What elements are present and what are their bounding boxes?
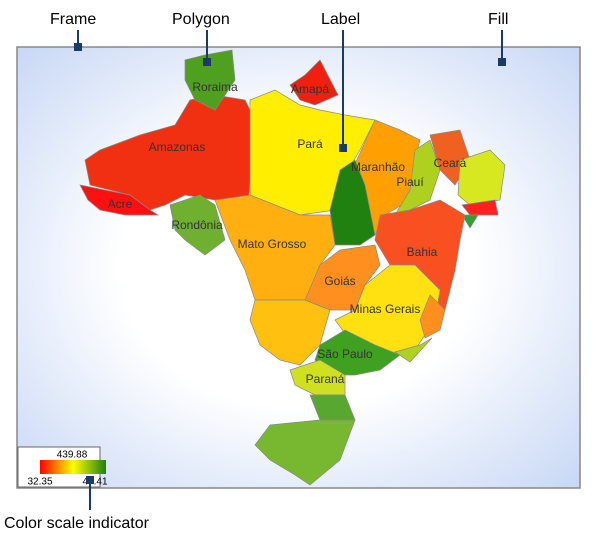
region-label: Amazonas [149,140,206,154]
region-label: Rondônia [171,218,223,232]
callout-text: Frame [50,11,96,28]
scale-label: 439.88 [57,450,88,461]
region-shape [169,194,226,256]
region-shape [419,294,446,339]
scale-bar [40,460,106,474]
region-shape [394,337,433,363]
region-shape [79,184,160,216]
callout-marker [498,58,506,66]
map [79,49,506,486]
region-shape [254,419,356,486]
scale-label: 32.35 [27,477,52,488]
callout-text: Polygon [172,11,230,28]
callouts [74,30,506,510]
region-label: Roraima [192,80,238,94]
region-label: Paraná [306,372,345,386]
callout-text: Label [321,11,360,28]
region-label: Pará [297,137,323,151]
region-shape [461,199,499,216]
callout-marker [203,58,211,66]
callout-text: Color scale indicator [4,515,150,532]
region-label: Acre [108,197,133,211]
region-shape [374,199,466,311]
color-scale: 439.88 32.35 47.41 [17,446,108,488]
region-shape [457,149,506,206]
callout-marker [74,43,82,51]
region-label: Piauí [396,175,424,189]
region-label: Maranhão [351,160,405,174]
region-shape [184,49,236,111]
region-label: São Paulo [317,347,373,361]
region-label: Minas Gerais [350,302,421,316]
region-shape [249,299,331,366]
callout-text: Fill [488,11,508,28]
region-label: Mato Grosso [238,237,307,251]
region-label: Ceará [434,156,467,170]
region-label: Amapá [291,82,329,96]
region-labels: Roraima Amapá Amazonas Pará Maranhão Cea… [108,80,467,386]
region-label: Bahia [407,245,438,259]
region-shape [461,214,479,229]
region-shape [394,139,441,216]
region-label: Goiás [324,274,355,288]
scale-label: 47.41 [82,477,107,488]
region-shape [329,159,376,246]
callout-marker [339,144,347,152]
callout-marker [86,476,94,484]
region-shape [289,59,339,106]
